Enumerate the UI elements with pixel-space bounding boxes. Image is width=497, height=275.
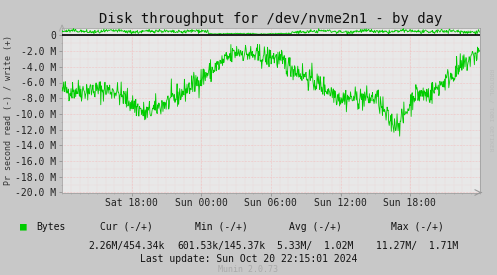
Text: Last update: Sun Oct 20 22:15:01 2024: Last update: Sun Oct 20 22:15:01 2024 — [140, 254, 357, 263]
Title: Disk throughput for /dev/nvme2n1 - by day: Disk throughput for /dev/nvme2n1 - by da… — [99, 12, 442, 26]
Text: Max (-/+): Max (-/+) — [391, 222, 444, 232]
Text: ■: ■ — [20, 222, 27, 232]
Text: RRDTOOL / TOBI OETIKER: RRDTOOL / TOBI OETIKER — [488, 69, 493, 151]
Text: Avg (-/+): Avg (-/+) — [289, 222, 342, 232]
Text: Bytes: Bytes — [36, 222, 65, 232]
Text: Min (-/+): Min (-/+) — [195, 222, 248, 232]
Text: 2.26M/454.34k: 2.26M/454.34k — [88, 241, 165, 251]
Text: Cur (-/+): Cur (-/+) — [100, 222, 153, 232]
Text: 5.33M/  1.02M: 5.33M/ 1.02M — [277, 241, 354, 251]
Text: 601.53k/145.37k: 601.53k/145.37k — [177, 241, 265, 251]
Text: Munin 2.0.73: Munin 2.0.73 — [219, 265, 278, 274]
Y-axis label: Pr second read (-) / write (+): Pr second read (-) / write (+) — [3, 35, 12, 185]
Text: 11.27M/  1.71M: 11.27M/ 1.71M — [376, 241, 459, 251]
